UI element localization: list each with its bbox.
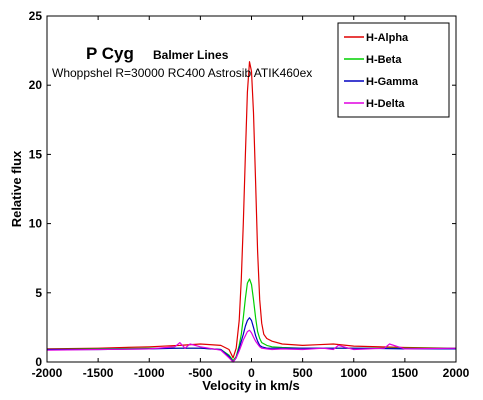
x-tick-label: -1500	[83, 366, 114, 380]
legend-label-h-delta: H-Delta	[366, 98, 405, 110]
chart-subtitle: Whoppshel R=30000 RC400 Astrosib ATIK460…	[52, 66, 312, 80]
x-axis-label: Velocity in km/s	[202, 378, 300, 393]
y-tick-label: 0	[35, 355, 42, 369]
legend-label-h-alpha: H-Alpha	[366, 32, 409, 44]
legend: H-Alpha H-Beta H-Gamma H-Delta	[337, 22, 450, 118]
y-tick-label: 25	[29, 9, 43, 23]
x-tick-label: 2000	[443, 366, 470, 380]
legend-label-h-gamma: H-Gamma	[366, 76, 419, 88]
axis-layer: -2000 -1500 -1000 -500 0 500 1000 1500 2000 0 5 10 1…	[29, 9, 470, 380]
series-layer	[46, 61, 457, 363]
legend-label-h-beta: H-Beta	[366, 54, 402, 66]
x-tick-label: -1000	[134, 366, 165, 380]
x-tick-label: 0	[248, 366, 255, 380]
y-tick-label: 5	[35, 286, 42, 300]
legend-box	[337, 22, 450, 118]
x-tick-label: 1000	[340, 366, 367, 380]
y-tick-label: 15	[29, 147, 43, 161]
series-line-h-alpha	[46, 61, 457, 359]
series-line-h-delta	[46, 329, 457, 363]
x-tick-label: -2000	[32, 366, 63, 380]
y-tick-label: 20	[29, 78, 43, 92]
x-tick-label: 1500	[392, 366, 419, 380]
x-tick-label: -500	[188, 366, 212, 380]
y-axis-label: Relative flux	[9, 150, 24, 227]
chart-title-sub: Balmer Lines	[153, 48, 229, 62]
x-tick-label: 500	[293, 366, 313, 380]
chart-title: P Cyg	[86, 44, 134, 63]
y-tick-label: 10	[29, 217, 43, 231]
